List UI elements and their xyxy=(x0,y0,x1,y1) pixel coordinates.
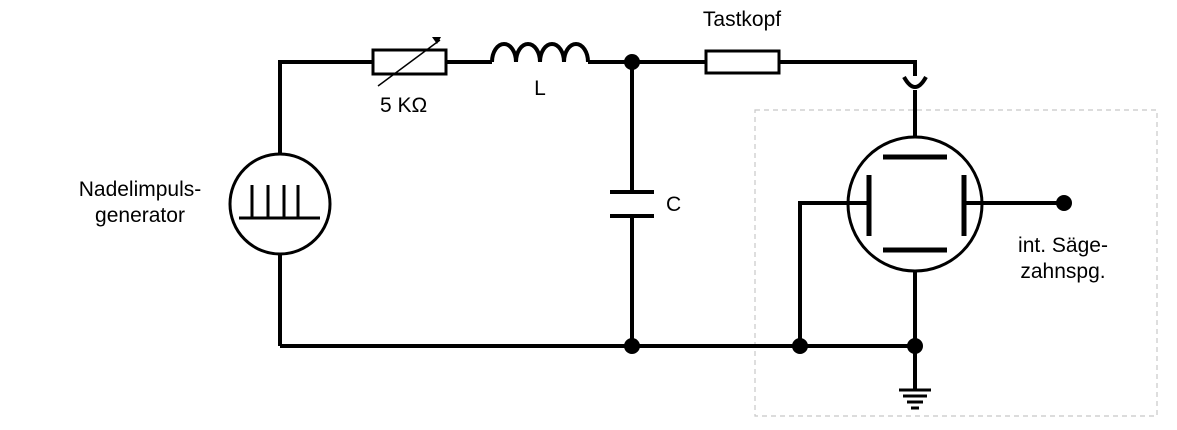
sawtooth-label-line2: zahnspg. xyxy=(1020,260,1105,283)
junction-node xyxy=(624,338,640,354)
oscilloscope-boundary xyxy=(754,109,1158,417)
oscilloscope-tube xyxy=(846,135,985,273)
generator-label-line1: Nadelimpuls- xyxy=(79,178,202,201)
probe-label: Tastkopf xyxy=(703,8,781,31)
junction-node xyxy=(792,338,808,354)
sawtooth-terminal xyxy=(1056,195,1072,211)
probe-jack xyxy=(902,75,928,89)
capacitor xyxy=(610,190,654,218)
inductor xyxy=(490,42,590,63)
capacitor-label: C xyxy=(666,193,681,216)
inductor-label: L xyxy=(534,77,546,100)
ground-icon xyxy=(899,388,931,410)
junction-nodes xyxy=(624,54,1072,354)
sawtooth-label-line1: int. Säge- xyxy=(1018,234,1108,257)
junction-node xyxy=(624,54,640,70)
variable-resistor xyxy=(371,37,448,87)
resistor-label: 5 KΩ xyxy=(380,94,427,117)
generator-label-line2: generator xyxy=(95,204,185,227)
probe-resistor xyxy=(704,49,781,75)
junction-node xyxy=(907,338,923,354)
wires xyxy=(278,60,1064,390)
pulse-generator xyxy=(228,152,332,256)
